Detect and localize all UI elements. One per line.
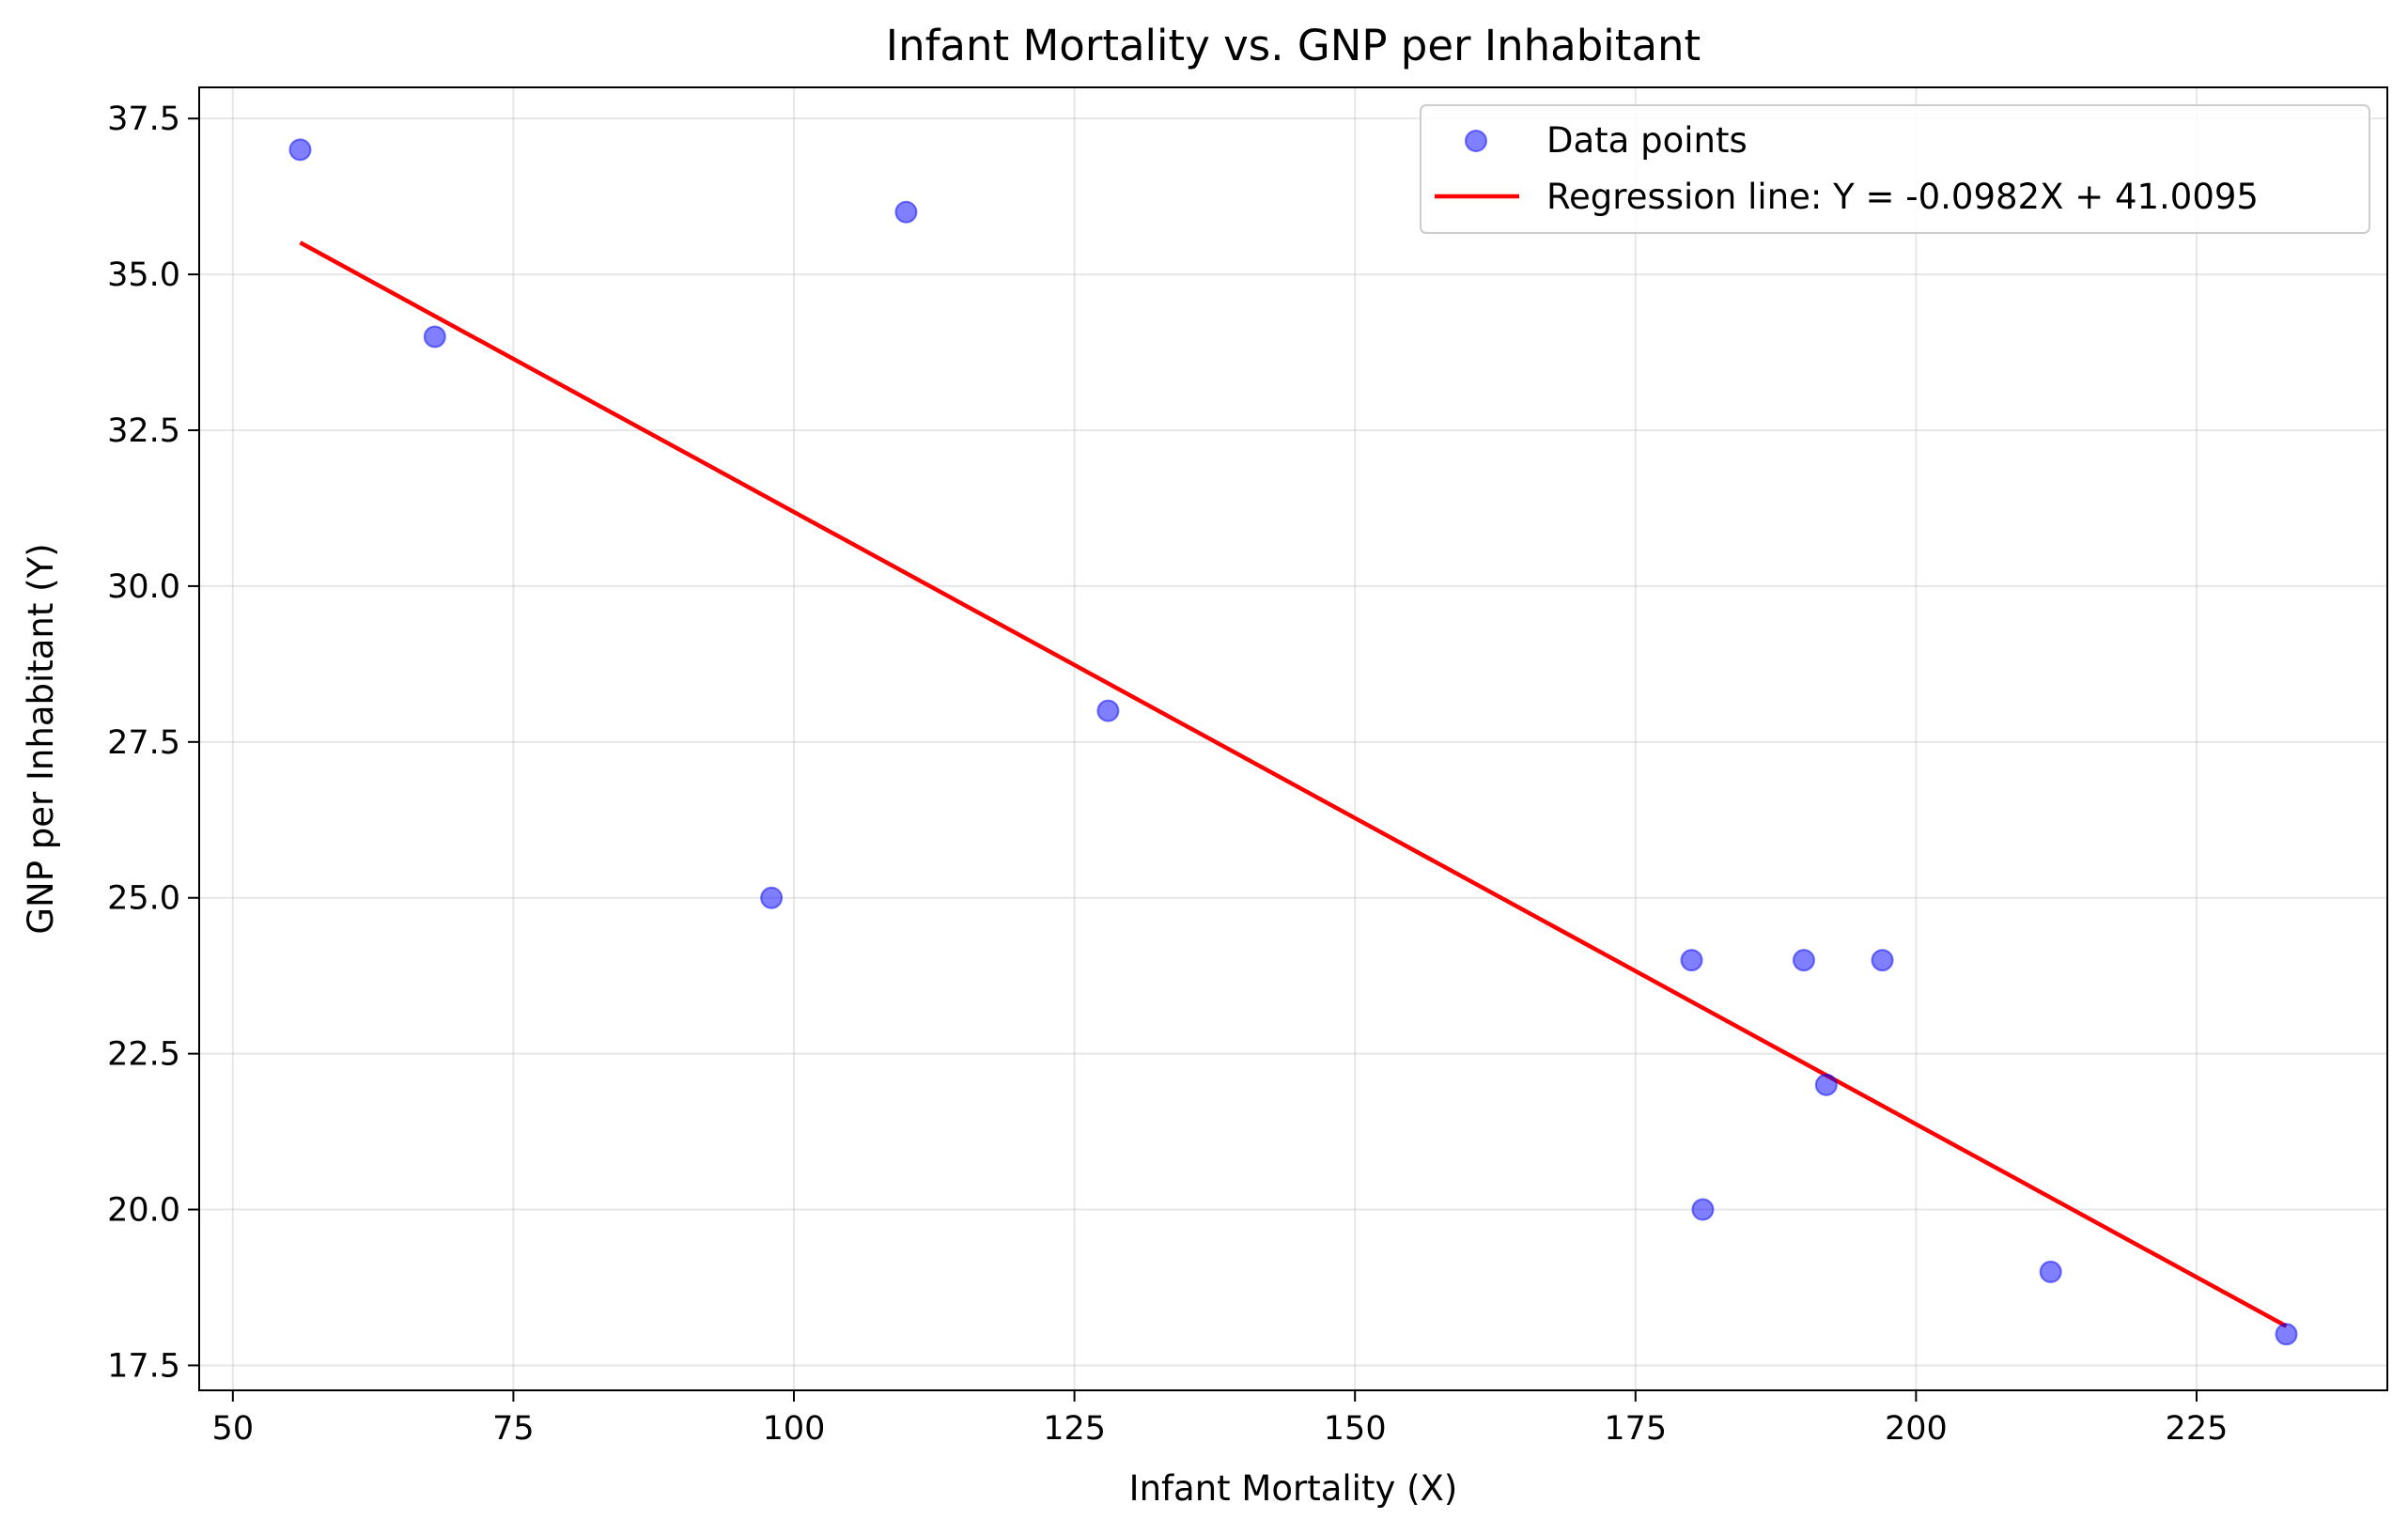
chart-title: Infant Mortality vs. GNP per Inhabitant [886, 21, 1701, 70]
data-point [1680, 949, 1703, 972]
data-point [1814, 1073, 1838, 1096]
data-point [894, 200, 918, 224]
regression-line [299, 240, 2288, 1328]
data-point [1792, 949, 1815, 972]
legend: Data points Regression line: Y = -0.0982… [1420, 104, 2370, 234]
y-tick-label: 30.0 [107, 568, 180, 606]
x-tick-label: 100 [763, 1410, 826, 1448]
data-point [2275, 1323, 2298, 1346]
points-layer [288, 138, 2298, 1346]
y-tick-label: 35.0 [107, 256, 180, 294]
data-point [1096, 699, 1120, 722]
y-tick-label: 27.5 [107, 724, 180, 762]
legend-label-data-points: Data points [1546, 120, 1748, 161]
x-tick-label: 125 [1043, 1410, 1106, 1448]
grid [199, 87, 2387, 1390]
data-point [760, 886, 784, 909]
plot-frame [198, 86, 2388, 1391]
y-axis-label: GNP per Inhabitant (Y) [21, 543, 61, 934]
legend-box [1420, 104, 2370, 234]
x-tick-label: 200 [1885, 1410, 1948, 1448]
legend-label-regression-line: Regression line: Y = -0.0982X + 41.0095 [1546, 177, 2259, 217]
x-axis-ticks: 50 75 100 125 150 175 200 225 [212, 1390, 2229, 1448]
data-point [1871, 949, 1894, 972]
x-tick-label: 50 [212, 1410, 255, 1448]
legend-marker-data-points [1465, 130, 1487, 152]
data-point [423, 325, 446, 349]
data-point [288, 138, 312, 162]
data-point [1691, 1198, 1715, 1221]
data-point [2039, 1260, 2062, 1283]
x-tick-label: 150 [1324, 1410, 1387, 1448]
y-tick-label: 22.5 [107, 1036, 180, 1074]
y-axis-ticks: 17.5 20.0 22.5 25.0 27.5 30.0 32.5 35.0 37.5 [107, 101, 199, 1385]
y-tick-label: 25.0 [107, 880, 180, 918]
x-tick-label: 75 [492, 1410, 535, 1448]
y-tick-label: 20.0 [107, 1192, 180, 1230]
x-tick-label: 175 [1604, 1410, 1667, 1448]
y-tick-label: 37.5 [107, 101, 180, 138]
x-axis-label: Infant Mortality (X) [1129, 1468, 1458, 1509]
y-tick-label: 17.5 [107, 1347, 180, 1385]
y-tick-label: 32.5 [107, 412, 180, 450]
regression-layer [299, 240, 2288, 1328]
x-tick-label: 225 [2166, 1410, 2229, 1448]
